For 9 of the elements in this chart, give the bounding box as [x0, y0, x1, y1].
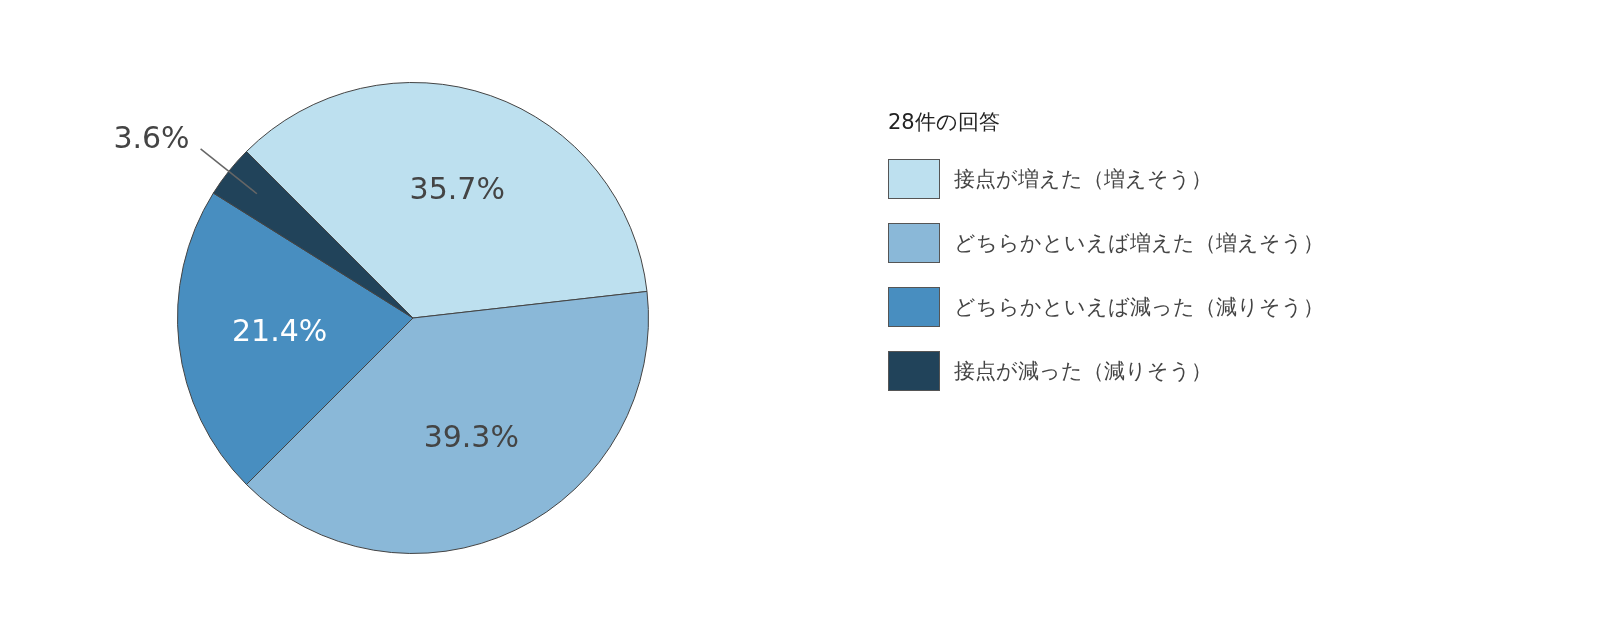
data-label: 35.7%: [409, 171, 505, 207]
data-label: 3.6%: [113, 119, 190, 155]
data-label: 39.3%: [423, 418, 519, 454]
legend-label: 接点が増えた（増えそう）: [954, 166, 1212, 193]
legend-title: 28件の回答: [888, 109, 1001, 136]
legend-label: どちらかといえば増えた（増えそう）: [954, 230, 1324, 257]
legend-label: どちらかといえば減った（減りそう）: [954, 294, 1324, 321]
data-label: 21.4%: [231, 312, 328, 348]
legend-label: 接点が減った（減りそう）: [954, 358, 1212, 385]
